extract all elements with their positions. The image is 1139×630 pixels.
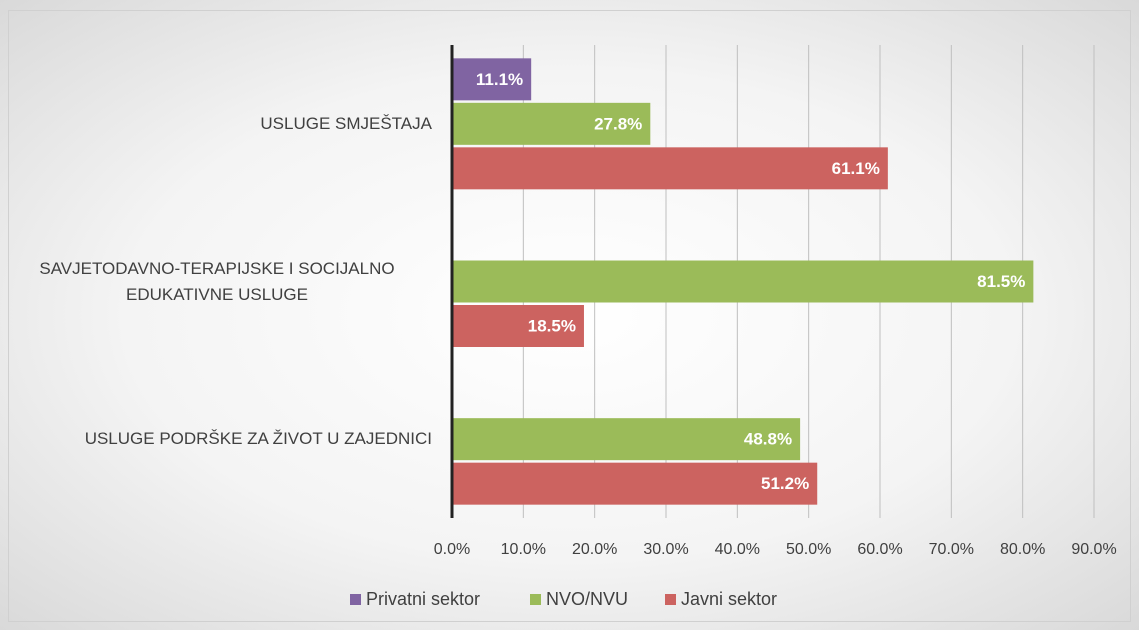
data-label: 61.1% xyxy=(832,159,880,178)
bar xyxy=(452,260,1034,303)
bar xyxy=(452,58,532,101)
category-label-box: USLUGE PODRŠKE ZA ŽIVOT U ZAJEDNICI xyxy=(2,409,432,469)
legend-label: Javni sektor xyxy=(681,589,777,609)
x-tick-label: 10.0% xyxy=(501,541,546,558)
x-tick-label: 70.0% xyxy=(929,541,974,558)
data-label: 51.2% xyxy=(761,474,809,493)
category-label-box: SAVJETODAVNO-TERAPIJSKE I SOCIJALNO EDUK… xyxy=(2,252,432,312)
x-tick-label: 0.0% xyxy=(434,541,470,558)
x-tick-label: 50.0% xyxy=(786,541,831,558)
data-label: 18.5% xyxy=(528,316,576,335)
bar xyxy=(452,418,801,461)
legend-swatch xyxy=(350,594,361,605)
y-tick-label: USLUGE SMJEŠTAJA xyxy=(260,113,432,133)
x-tick-label: 90.0% xyxy=(1071,541,1116,558)
data-label: 11.1% xyxy=(476,70,523,89)
x-tick-label: 60.0% xyxy=(857,541,902,558)
data-label: 48.8% xyxy=(744,430,792,449)
bar xyxy=(452,147,888,190)
y-tick-label: USLUGE PODRŠKE ZA ŽIVOT U ZAJEDNICI xyxy=(84,429,432,449)
data-label: 27.8% xyxy=(594,114,642,133)
legend-label: Privatni sektor xyxy=(366,589,480,609)
bar xyxy=(452,102,651,145)
y-tick-label: SAVJETODAVNO-TERAPIJSKE I SOCIJALNO EDUK… xyxy=(39,258,395,304)
legend-swatch xyxy=(530,594,541,605)
legend-label: NVO/NVU xyxy=(546,589,628,609)
chart-frame xyxy=(8,10,1131,622)
x-tick-label: 80.0% xyxy=(1000,541,1045,558)
data-label: 81.5% xyxy=(977,272,1025,291)
legend-swatch xyxy=(665,594,676,605)
category-label-box: USLUGE SMJEŠTAJA xyxy=(2,94,432,154)
x-tick-label: 40.0% xyxy=(715,541,760,558)
bar xyxy=(452,462,818,505)
x-tick-label: 30.0% xyxy=(643,541,688,558)
x-tick-label: 20.0% xyxy=(572,541,617,558)
bar xyxy=(452,305,584,347)
